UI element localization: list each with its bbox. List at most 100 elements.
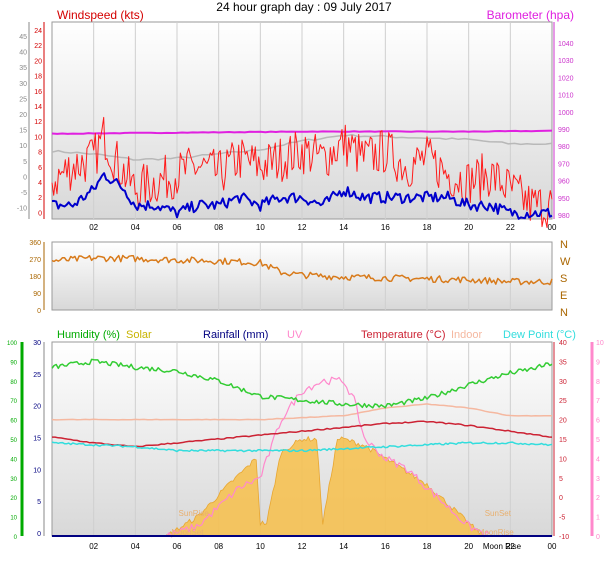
temp-tick-label: 20 — [559, 418, 567, 425]
direction-tick-label: 180 — [29, 274, 41, 281]
climate-time-label: 22 — [506, 542, 515, 551]
humidity-tick-label: 10 — [10, 516, 17, 522]
direction-tick-label: 270 — [29, 257, 41, 264]
wind-outer-tick-label: 35 — [19, 65, 27, 72]
compass-label: W — [560, 256, 571, 268]
uv-tick-label: 9 — [596, 359, 600, 366]
wind-tick-label: 12 — [34, 119, 42, 126]
climate-time-label: 06 — [173, 542, 182, 551]
baro-tick-label: 960 — [558, 179, 570, 186]
baro-tick-label: 1010 — [558, 93, 574, 100]
uv-tick-label: 7 — [596, 398, 600, 405]
humidity-tick-label: 60 — [10, 419, 17, 425]
climate-time-label: 02 — [89, 542, 98, 551]
temp-tick-label: 40 — [559, 340, 567, 347]
wind-tick-label: 10 — [34, 134, 42, 141]
wind-outer-tick-label: 0 — [23, 174, 27, 181]
compass-label: E — [560, 290, 567, 302]
wind-tick-label: 22 — [34, 43, 42, 50]
series-gust-line — [51, 116, 553, 228]
baro-tick-label: 950 — [558, 196, 570, 203]
legend-6: Dew Point (°C) — [503, 329, 576, 341]
baro-tick-label: 980 — [558, 144, 570, 151]
uv-tick-label: 0 — [596, 534, 600, 541]
humidity-tick-label: 100 — [7, 341, 18, 347]
series-barometer-line — [51, 129, 553, 135]
uv-tick-label: 4 — [596, 456, 600, 463]
uv-tick-label: 2 — [596, 495, 600, 502]
wind-tick-label: 18 — [34, 74, 42, 81]
direction-tick-label: 0 — [37, 308, 41, 315]
temp-tick-label: -5 — [559, 515, 565, 522]
series-solar-area — [166, 435, 484, 537]
humidity-tick-label: 0 — [14, 535, 18, 541]
wind-outer-tick-label: -5 — [21, 190, 27, 197]
wind-tick-label: 0 — [38, 210, 42, 217]
series-average-wind-line — [51, 172, 553, 220]
climate-time-label: 12 — [298, 542, 307, 551]
humidity-tick-label: 50 — [10, 438, 17, 444]
sunrise-label: SunRise — [179, 509, 210, 518]
rain-tick-label: 25 — [33, 372, 41, 379]
rain-tick-label: 15 — [33, 436, 41, 443]
baro-tick-label: 1040 — [558, 41, 574, 48]
climate-time-label: 18 — [423, 542, 432, 551]
temp-tick-label: 0 — [559, 495, 563, 502]
wind-outer-tick-label: 45 — [19, 34, 27, 41]
series-dewpoint-line — [51, 441, 553, 453]
legend-0: Humidity (%) — [57, 329, 120, 341]
wind-tick-label: 14 — [34, 104, 42, 111]
baro-tick-label: 990 — [558, 127, 570, 134]
wind-tick-label: 4 — [38, 180, 42, 187]
legend-5: Indoor — [451, 329, 483, 341]
wind-time-label: 04 — [131, 223, 140, 232]
wind-time-label: 00 — [548, 223, 557, 232]
series-uv-line — [166, 376, 490, 538]
direction-tick-label: 360 — [29, 240, 41, 247]
climate-time-label: 08 — [214, 542, 223, 551]
wind-tick-label: 16 — [34, 89, 42, 96]
climate-time-label: 16 — [381, 542, 390, 551]
temp-tick-label: 35 — [559, 359, 567, 366]
temp-tick-label: 30 — [559, 379, 567, 386]
temp-tick-label: 10 — [559, 456, 567, 463]
humidity-tick-label: 70 — [10, 399, 17, 405]
climate-time-label: 14 — [339, 542, 348, 551]
climate-time-label: 10 — [256, 542, 265, 551]
wind-time-label: 16 — [381, 223, 390, 232]
compass-label: N — [560, 239, 568, 251]
temp-tick-label: 15 — [559, 437, 567, 444]
baro-tick-label: 980 — [558, 213, 570, 220]
series-direction-line — [51, 254, 553, 286]
wind-outer-tick-label: 20 — [19, 112, 27, 119]
uv-tick-label: 1 — [596, 515, 600, 522]
wind-outer-tick-label: 40 — [19, 50, 27, 57]
uv-tick-label: 6 — [596, 418, 600, 425]
wind-time-label: 22 — [506, 223, 515, 232]
wind-panel-title: Windspeed (kts) — [57, 8, 144, 22]
legend-1: Solar — [126, 329, 152, 341]
wind-outer-tick-label: 15 — [19, 128, 27, 135]
wind-time-label: 06 — [173, 223, 182, 232]
compass-label: N — [560, 307, 568, 319]
compass-label: S — [560, 273, 567, 285]
wind-tick-label: 20 — [34, 58, 42, 65]
wind-time-label: 10 — [256, 223, 265, 232]
baro-tick-label: 1030 — [558, 58, 574, 65]
humidity-tick-label: 30 — [10, 477, 17, 483]
wind-tick-label: 6 — [38, 165, 42, 172]
wind-tick-label: 24 — [34, 28, 42, 35]
wind-time-label: 18 — [423, 223, 432, 232]
humidity-tick-label: 40 — [10, 457, 17, 463]
wind-outer-tick-label: -10 — [17, 206, 27, 213]
series-wind-grey-line — [51, 133, 553, 161]
moonrise-label: MoonRise — [478, 528, 515, 537]
temp-tick-label: 5 — [559, 476, 563, 483]
baro-tick-label: 1020 — [558, 75, 574, 82]
humidity-tick-label: 20 — [10, 496, 17, 502]
wind-time-label: 12 — [298, 223, 307, 232]
wind-outer-tick-label: 10 — [19, 143, 27, 150]
sunset-label: SunSet — [485, 509, 512, 518]
